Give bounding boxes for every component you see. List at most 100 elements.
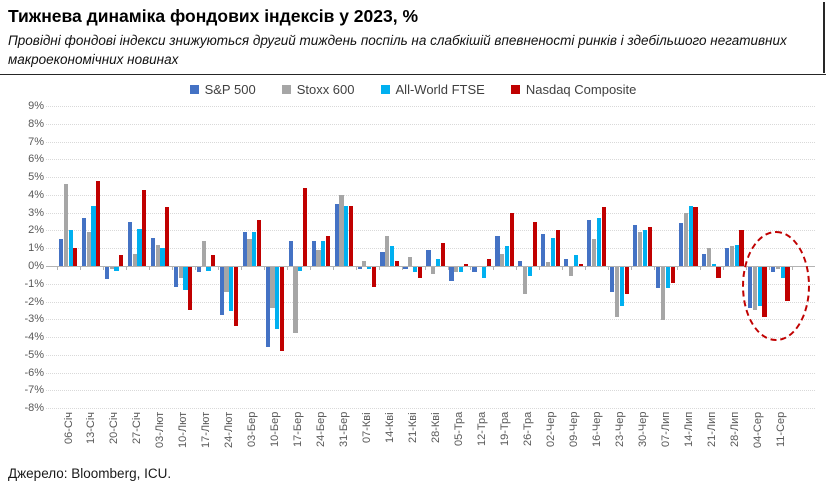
legend-label-allworld-ftse: All-World FTSE [395,82,485,97]
bar [288,241,293,266]
x-axis-tick-mark [378,266,380,270]
x-axis-tick-mark [424,266,426,270]
bar [596,218,601,266]
bar [417,267,423,278]
bar [206,267,211,271]
bar [178,267,183,278]
y-axis-tick-label: 5% [28,171,44,184]
x-axis-tick-mark [723,266,725,270]
x-axis-tick-mark [493,266,495,270]
bar [234,267,239,326]
gridline [46,408,815,410]
bar [637,232,643,266]
gridline [46,141,815,143]
legend-item-stoxx600: Stoxx 600 [281,82,355,97]
bar [109,267,114,269]
bar [642,230,647,266]
bar [390,246,395,266]
bar [293,267,298,333]
x-axis-tick-mark [125,266,127,270]
gridline [46,354,815,356]
bar [601,207,606,266]
highlight-ellipse-annotation [742,231,810,341]
x-axis-tick-mark [539,266,541,270]
bar [81,218,87,266]
bar [73,248,78,266]
legend-item-sp500: S&P 500 [189,82,256,97]
bar [683,212,689,266]
x-axis-tick-label: 10-Лют [177,412,190,449]
bar [155,244,160,266]
bar [325,235,331,266]
y-axis-tick-label: 1% [28,242,44,255]
gridline [46,337,815,339]
x-axis-tick-mark [355,266,357,270]
x-axis-tick-label: 20-Січ [108,412,121,445]
x-axis-tick-mark [332,266,334,270]
y-axis-tick-label: 6% [28,153,44,166]
bar [500,253,505,266]
x-axis-tick-label: 21-Лип [705,412,718,448]
bar [270,267,275,308]
x-axis-tick-mark [677,266,679,270]
bar [436,258,441,266]
bar [739,230,744,266]
bar [303,187,308,266]
x-axis-tick-label: 14-Кві [384,412,397,443]
bar [413,267,418,273]
bar [183,267,188,291]
bar [481,267,487,278]
bar [344,205,349,266]
x-axis-tick-label: 05-Тра [452,412,465,447]
gridline [46,248,815,250]
bar [265,267,270,347]
x-axis-tick-label: 17-Бер [292,412,305,448]
y-axis-tick-label: 0% [28,260,44,272]
gridline [46,283,815,285]
bar [280,267,285,351]
bar [656,267,661,289]
x-axis-tick-label: 26-Тра [521,412,534,447]
bar [541,234,546,266]
bar [486,258,491,266]
y-axis-tick-label: -4% [24,331,44,344]
x-axis-tick-label: 07-Кві [361,412,374,443]
bar [211,255,216,266]
bar [734,244,739,266]
bar [665,267,670,289]
bar [160,248,165,266]
bar [550,237,556,266]
x-axis-tick-mark [194,266,196,270]
legend-swatch-stoxx600 [281,85,291,94]
x-axis-tick-label: 13-Січ [85,412,98,445]
bar [257,219,262,266]
bar [587,219,592,266]
bar [564,258,569,266]
legend-item-allworld-ftse: All-World FTSE [380,82,485,97]
gridline [46,194,815,196]
bar [91,205,96,266]
bar [58,239,64,266]
bar [219,267,224,315]
y-axis-tick-label: -3% [24,313,44,326]
y-axis-tick-label: -5% [24,348,44,361]
bar [150,237,155,266]
gridline [46,177,815,179]
bar [523,267,528,294]
gridline [46,390,815,392]
x-axis-tick-mark [470,266,472,270]
bar [311,241,316,266]
bar [362,260,367,266]
bar [614,267,620,317]
chart-legend: S&P 500 Stoxx 600 All-World FTSE Nasdaq … [0,82,826,97]
gridline [46,372,815,374]
x-axis-tick-label: 11-Сер [774,412,787,448]
chart-header: Тижнева динаміка фондових індексів у 202… [0,0,826,75]
legend-item-nasdaq: Nasdaq Composite [510,82,636,97]
bar [509,212,514,266]
y-axis-tick-label: -7% [24,384,44,397]
y-axis-tick-label: -2% [24,295,44,308]
x-axis-tick-label: 19-Тра [498,412,511,447]
x-axis-tick-mark [263,266,265,270]
